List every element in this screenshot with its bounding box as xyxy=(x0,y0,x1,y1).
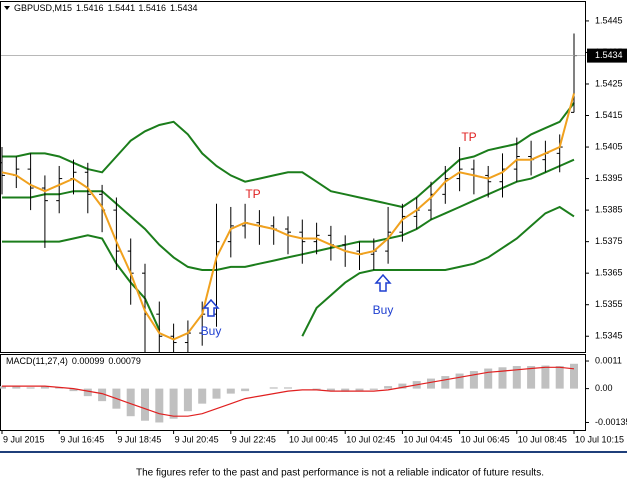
macd-bar xyxy=(369,388,378,390)
y-tick-label: 1.5415 xyxy=(595,110,623,120)
price-header: GBPUSD,M15 1.5416 1.5441 1.5416 1.5434 xyxy=(14,3,197,13)
macd-bar xyxy=(12,386,21,389)
macd-bar xyxy=(427,378,435,389)
annotation: Buy xyxy=(201,324,222,338)
macd-bar xyxy=(441,376,450,389)
macd-bar xyxy=(169,388,178,419)
macd-bar xyxy=(98,388,107,402)
x-tick-label: 10 Jul 08:45 xyxy=(518,434,567,444)
y-tick-label: 1.5385 xyxy=(595,204,623,214)
macd-bar xyxy=(555,366,564,389)
macd-bar xyxy=(40,386,49,389)
buy-arrow xyxy=(202,298,220,317)
band-middle xyxy=(2,158,575,271)
y-tick-label: 0.00 xyxy=(595,383,613,393)
buy-arrow xyxy=(374,273,392,292)
macd-bar xyxy=(126,388,135,417)
macd-bar xyxy=(341,388,350,392)
macd-bar xyxy=(455,373,464,389)
annotation: Buy xyxy=(373,303,394,317)
y-tick-label: 0.0011 xyxy=(595,355,622,365)
y-tick-label: 1.5445 xyxy=(595,15,623,25)
x-tick-label: 10 Jul 10:15 xyxy=(575,434,624,444)
macd-bar xyxy=(83,388,92,397)
header-open: 1.5416 xyxy=(76,3,104,13)
x-tick-label: 10 Jul 02:45 xyxy=(346,434,395,444)
symbol: GBPUSD,M15 xyxy=(14,3,72,13)
macd-bar xyxy=(155,388,164,423)
x-tick-label: 10 Jul 00:45 xyxy=(289,434,338,444)
header-close: 1.5434 xyxy=(170,3,198,13)
macd-bar xyxy=(198,388,207,404)
y-tick-label: 1.5425 xyxy=(595,78,623,88)
macd-bar xyxy=(484,368,493,389)
macd-bar xyxy=(0,386,6,389)
header-low: 1.5416 xyxy=(138,3,166,13)
macd-bar xyxy=(498,367,507,389)
macd-bar xyxy=(570,363,578,389)
macd-bar xyxy=(355,388,364,392)
annotation: TP xyxy=(461,130,476,144)
macd-bar xyxy=(183,388,192,412)
macd-bar xyxy=(141,388,149,421)
y-tick-label: 1.5365 xyxy=(595,268,623,278)
x-tick-label: 9 Jul 22:45 xyxy=(232,434,276,444)
y-tick-label: 1.5375 xyxy=(595,236,623,246)
macd-bar xyxy=(69,388,78,392)
x-tick-label: 9 Jul 18:45 xyxy=(117,434,161,444)
x-tick-label: 10 Jul 04:45 xyxy=(403,434,452,444)
macd-value: 0.00099 xyxy=(72,356,105,366)
x-tick-label: 9 Jul 16:45 xyxy=(60,434,104,444)
x-tick-label: 9 Jul 2015 xyxy=(3,434,45,444)
y-tick-label: -0.00135 xyxy=(595,417,627,427)
macd-bar xyxy=(26,387,35,389)
x-tick-label: 10 Jul 06:45 xyxy=(461,434,510,444)
macd-header: MACD(11,27,4) 0.00099 0.00079 xyxy=(6,356,141,366)
disclaimer: The figures refer to the past and past p… xyxy=(136,468,544,479)
macd-bar xyxy=(384,386,393,389)
x-tick-label: 9 Jul 20:45 xyxy=(175,434,219,444)
macd-bar xyxy=(284,387,292,389)
header-high: 1.5441 xyxy=(108,3,136,13)
price-box xyxy=(587,48,627,63)
macd-bar xyxy=(512,366,521,389)
macd-title: MACD(11,27,4) xyxy=(6,356,68,366)
macd-bar xyxy=(212,388,221,399)
moving-average xyxy=(1,93,575,341)
menu-triangle xyxy=(4,6,10,10)
macd-bar xyxy=(269,387,278,389)
macd-bar xyxy=(241,388,250,392)
macd-bar xyxy=(398,383,407,389)
macd-bar xyxy=(312,388,321,390)
band-upper xyxy=(2,102,575,209)
macd-bar xyxy=(541,365,550,389)
macd-bar xyxy=(226,388,235,394)
y-tick-label: 1.5405 xyxy=(595,141,623,151)
y-tick-label: 1.5345 xyxy=(595,331,623,341)
price-box-label: 1.5434 xyxy=(595,50,623,60)
signal-value: 0.00079 xyxy=(108,356,141,366)
signal-line xyxy=(2,366,575,417)
band-lower xyxy=(2,205,575,337)
price-plot xyxy=(1,33,577,352)
macd-bar xyxy=(326,388,335,392)
y-tick-label: 1.5395 xyxy=(595,173,623,183)
macd-bar xyxy=(527,366,536,389)
annotation: TP xyxy=(245,187,260,201)
macd-bar xyxy=(469,371,478,389)
y-tick-label: 1.5355 xyxy=(595,299,623,309)
